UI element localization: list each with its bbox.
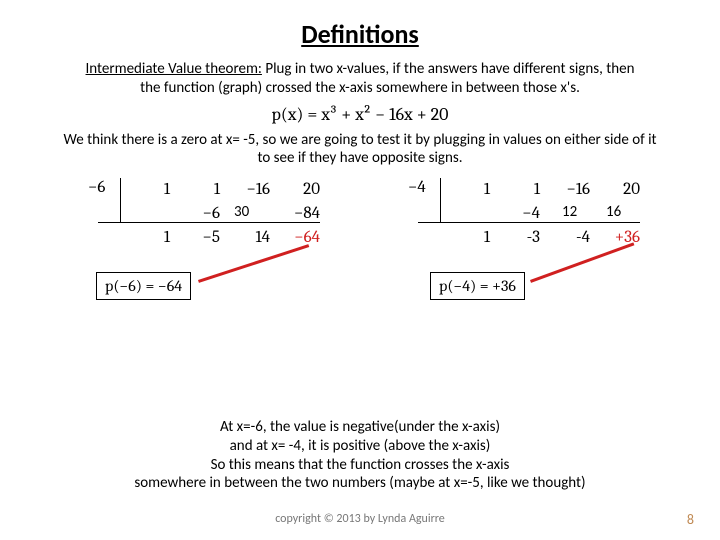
right-divisor: −4 [408,178,426,197]
page-number: 8 [687,511,694,528]
right-overlay-12: 12 [562,203,577,221]
left-horiz-bar [98,222,320,223]
table-row: 1−514−64 [126,226,324,248]
table-row: 1-3-4+36 [446,226,644,248]
right-overlay-16: 16 [606,203,621,221]
table-row: −6−84 [126,202,324,224]
left-overlay-30: 30 [234,203,249,221]
conclusion-paragraph: At x=-6, the value is negative(under the… [0,418,720,493]
intro-paragraph: Intermediate Value theorem: Plug in two … [80,60,640,98]
ivt-label: Intermediate Value theorem: [86,60,262,78]
test-paragraph: We think there is a zero at x= -5, so we… [60,131,660,169]
left-divisor: −6 [88,178,105,197]
right-horiz-bar [418,222,640,223]
left-result-box: p(−6) = −64 [96,272,191,300]
page-title: Definitions [0,0,720,50]
left-vert-bar [120,178,121,222]
right-vert-bar [440,178,441,222]
left-synth-table: 11−1620 −6−84 1−514−64 [124,176,326,250]
table-row: 11−1620 [446,178,644,200]
right-result-box: p(−4) = +36 [430,272,525,300]
polynomial-formula: p(x) = x³ + x² − 16x + 20 [0,104,720,125]
table-row: 11−1620 [126,178,324,200]
copyright-footer: copyright © 2013 by Lynda Aguirre [0,512,720,526]
synthetic-division-area: −6 11−1620 −6−84 1−514−64 30 p(−6) = −64… [0,174,720,334]
